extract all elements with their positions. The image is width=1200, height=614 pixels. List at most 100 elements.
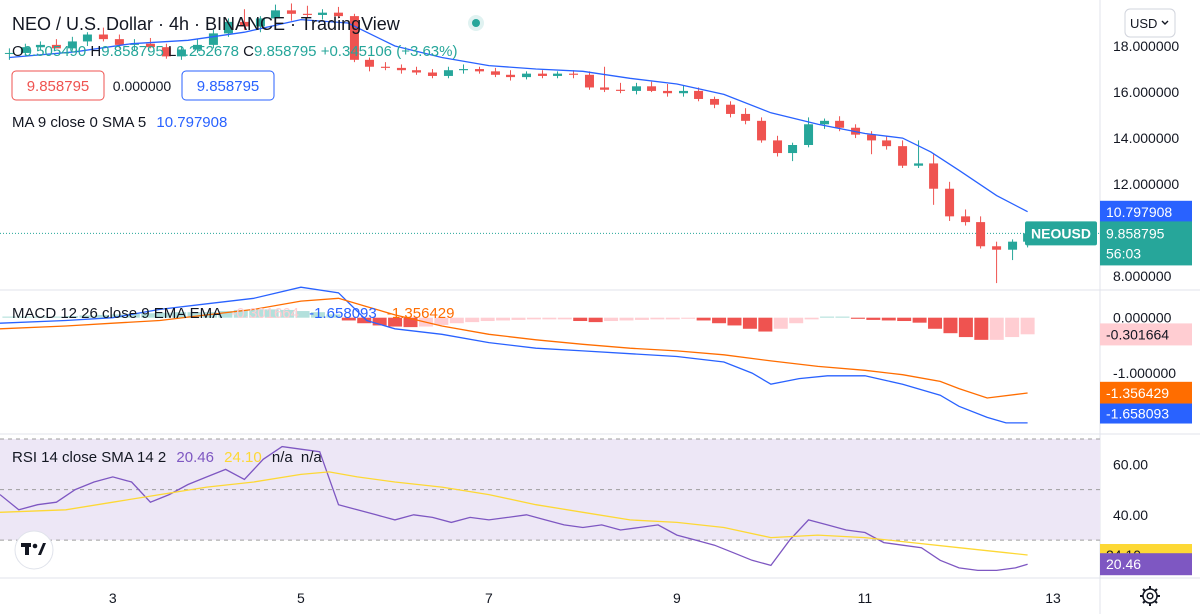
macd-histogram-bar bbox=[712, 317, 727, 324]
svg-text:USD: USD bbox=[1130, 16, 1157, 31]
candle bbox=[741, 108, 751, 125]
macd-histogram-bar bbox=[758, 317, 773, 332]
candle bbox=[506, 70, 516, 81]
rsi-value-tag: 20.46 bbox=[1100, 553, 1192, 576]
candle bbox=[4, 48, 14, 60]
time-axis-tick-label: 5 bbox=[297, 590, 305, 606]
currency-button[interactable]: USD bbox=[1124, 8, 1176, 38]
rsi-band bbox=[0, 439, 1100, 541]
macd-histogram-bar bbox=[665, 317, 680, 320]
candle bbox=[239, 9, 249, 30]
candle bbox=[223, 18, 233, 37]
macd-histogram-bar bbox=[357, 317, 372, 324]
macd-histogram-bar bbox=[912, 317, 927, 323]
macd-histogram-bar bbox=[542, 317, 557, 320]
macd-histogram-bar bbox=[974, 317, 989, 340]
macd-signal-line bbox=[0, 297, 1028, 399]
macd-histogram-bar bbox=[773, 317, 788, 329]
macd-histogram-bar bbox=[141, 313, 156, 318]
macd-legend[interactable]: MACD 12 26 close 9 EMA EMA -0.301664 -1.… bbox=[12, 305, 454, 322]
ma-legend[interactable]: MA 9 close 0 SMA 5 10.797908 bbox=[12, 114, 227, 131]
macd-histogram-bar bbox=[573, 317, 588, 322]
macd-histogram-bar bbox=[156, 312, 171, 318]
macd-histogram-bar bbox=[696, 317, 711, 321]
macd-histogram-bar bbox=[264, 309, 279, 318]
candle bbox=[757, 117, 767, 143]
candle bbox=[726, 101, 736, 118]
svg-text:9.858795: 9.858795 bbox=[197, 78, 260, 95]
candle bbox=[914, 140, 924, 169]
macd-histogram-bar bbox=[742, 317, 757, 329]
macd-histogram-bar bbox=[881, 317, 896, 321]
macd-histogram-bar bbox=[218, 311, 233, 318]
candle bbox=[788, 142, 798, 162]
candle bbox=[882, 135, 892, 150]
macd-histogram-bar bbox=[820, 316, 835, 318]
rsi-axis-tick-label: 40.00 bbox=[1113, 507, 1148, 523]
symbol-tag: NEOUSD bbox=[1025, 221, 1097, 246]
macd-histogram-bar bbox=[866, 317, 881, 320]
candle bbox=[333, 6, 343, 19]
candle bbox=[976, 216, 986, 249]
macd-histogram-bar bbox=[341, 317, 356, 321]
svg-text:56:03: 56:03 bbox=[1106, 245, 1141, 261]
candle bbox=[349, 13, 359, 63]
macd-histogram-bar bbox=[372, 317, 387, 326]
svg-text:-1.356429: -1.356429 bbox=[1106, 385, 1169, 401]
macd-histogram-bar bbox=[310, 312, 325, 318]
candle bbox=[820, 118, 830, 129]
macd-histogram-bar bbox=[943, 317, 958, 334]
candle bbox=[51, 39, 61, 49]
macd-histogram-bar bbox=[727, 317, 742, 326]
candle bbox=[474, 66, 484, 74]
candle bbox=[584, 71, 594, 90]
sell-button[interactable]: 9.858795 bbox=[11, 70, 105, 101]
macd-axis-tick-label: 0.000000 bbox=[1113, 310, 1172, 326]
gear-icon[interactable] bbox=[1140, 586, 1160, 606]
ohlc-readout: O9.505490 H9.858795 L9.252678 C9.858795 … bbox=[12, 43, 457, 60]
macd-histogram-bar bbox=[526, 317, 541, 320]
candle bbox=[176, 46, 186, 60]
candle bbox=[364, 57, 374, 72]
macd-histogram-bar bbox=[449, 317, 464, 324]
macd-histogram-bar bbox=[619, 317, 634, 321]
macd-histogram-bar bbox=[2, 316, 17, 318]
macd-histogram-bar bbox=[804, 317, 819, 320]
candle bbox=[616, 82, 626, 94]
candle bbox=[82, 32, 92, 47]
price-axis-tick-label: 12.000000 bbox=[1113, 176, 1179, 192]
ma-line bbox=[9, 18, 1028, 213]
candle bbox=[286, 3, 296, 21]
candle bbox=[255, 16, 265, 33]
rsi-legend[interactable]: RSI 14 close SMA 14 2 20.46 24.10 n/a n/… bbox=[12, 449, 322, 466]
macd-histogram-bar bbox=[850, 317, 865, 319]
svg-text:NEOUSD: NEOUSD bbox=[1031, 225, 1091, 241]
macd-histogram-bar bbox=[681, 317, 696, 319]
candle bbox=[945, 181, 955, 221]
candle bbox=[208, 29, 218, 49]
macd-histogram-bar bbox=[1005, 317, 1020, 338]
candle bbox=[1008, 239, 1018, 261]
candle bbox=[459, 64, 469, 74]
rsi-sma-line bbox=[0, 471, 1028, 556]
chart-title: NEO / U.S. Dollar · 4h · BINANCE · Tradi… bbox=[12, 14, 401, 34]
svg-text:9.858795: 9.858795 bbox=[1106, 225, 1165, 241]
candle bbox=[600, 66, 610, 93]
candle bbox=[20, 43, 30, 56]
candle bbox=[317, 9, 327, 20]
macd-histogram-bar bbox=[897, 317, 912, 322]
price-axis-tick-label: 16.000000 bbox=[1113, 84, 1179, 100]
macd-histogram-bar bbox=[634, 317, 649, 320]
macd-histogram-value-tag: -0.301664 bbox=[1100, 323, 1192, 346]
candle bbox=[98, 27, 108, 42]
tradingview-logo-icon[interactable] bbox=[14, 530, 54, 570]
candle bbox=[867, 131, 877, 155]
buy-button[interactable]: 9.858795 bbox=[181, 70, 275, 101]
candle bbox=[679, 85, 689, 97]
candle bbox=[537, 70, 547, 79]
macd-histogram-bar bbox=[835, 316, 850, 318]
macd-histogram-bar bbox=[465, 317, 480, 323]
candle bbox=[192, 39, 202, 53]
candle bbox=[35, 41, 45, 51]
